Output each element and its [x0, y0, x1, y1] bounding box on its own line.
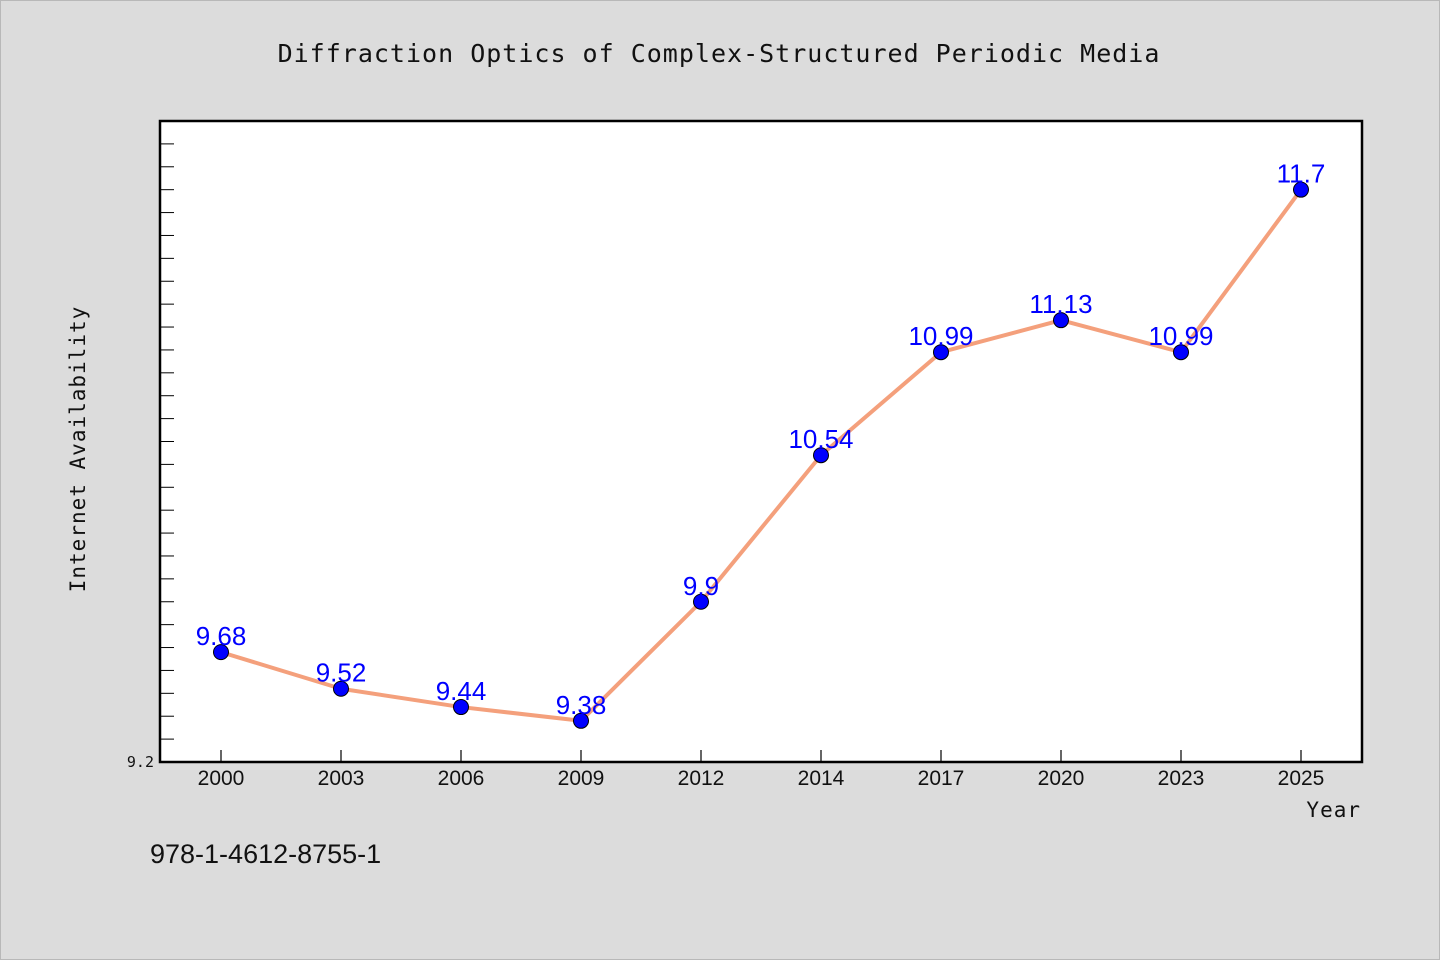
data-label: 9.9 [683, 571, 719, 601]
x-tick-label: 2023 [1158, 767, 1205, 790]
x-axis-tick-labels: 2000 2003 2006 2009 2012 2014 2017 2020 2023 2025 [198, 767, 1325, 790]
series-markers [213, 181, 1309, 729]
data-point [453, 699, 469, 716]
footer-isbn: 978-1-4612-8755-1 [150, 839, 381, 869]
x-tick-label: 2025 [1278, 767, 1325, 790]
data-label: 9.44 [436, 676, 487, 706]
chart-title: Diffraction Optics of Complex-Structured… [278, 39, 1161, 68]
data-label: 9.52 [316, 658, 367, 688]
data-point [933, 344, 949, 361]
data-label: 10.54 [788, 424, 853, 454]
x-tick-label: 2000 [198, 767, 245, 790]
series-line [219, 187, 1303, 723]
data-label: 11.7 [1277, 159, 1326, 189]
x-tick-label: 2006 [438, 767, 485, 790]
x-tick-label: 2009 [558, 767, 605, 790]
data-point [1173, 344, 1189, 361]
data-label: 10.99 [908, 321, 973, 351]
x-tick-label: 2014 [798, 767, 845, 790]
data-point [213, 644, 229, 661]
data-point [813, 447, 829, 464]
data-labels: 9.68 9.52 9.44 9.38 9.9 10.54 10.99 11.13 10.99 1… [196, 159, 1326, 720]
data-label: 9.38 [556, 690, 607, 720]
data-label: 10.99 [1148, 321, 1213, 351]
data-point [1293, 181, 1309, 198]
x-tick-label: 2017 [918, 767, 965, 790]
data-point [573, 712, 589, 729]
x-axis-label: Year [1306, 798, 1361, 822]
data-label: 11.13 [1029, 289, 1092, 319]
y-axis-label: Internet Availability [66, 306, 90, 593]
plot-area [158, 119, 1364, 764]
x-tick-label: 2020 [1038, 767, 1085, 790]
data-point [333, 680, 349, 697]
data-point [1053, 312, 1069, 329]
y-axis-min-label: 9.2 [127, 753, 154, 771]
data-point [693, 593, 709, 610]
data-label: 9.68 [196, 621, 247, 651]
x-axis-ticks [220, 750, 1302, 762]
x-tick-label: 2012 [678, 767, 725, 790]
y-axis-ticks [160, 143, 174, 763]
x-tick-label: 2003 [318, 767, 365, 790]
